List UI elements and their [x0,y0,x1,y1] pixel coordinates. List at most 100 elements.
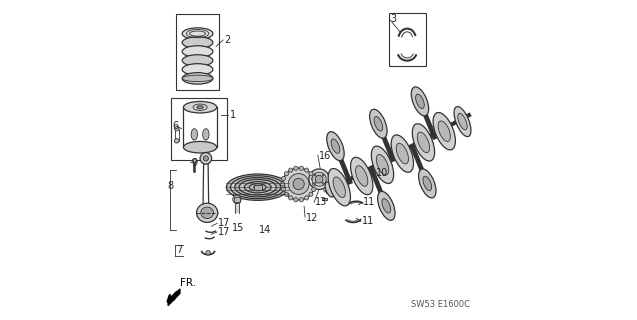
Bar [254,185,262,190]
Ellipse shape [182,28,213,39]
Ellipse shape [412,124,434,161]
Ellipse shape [294,198,298,202]
Text: 6: 6 [172,121,178,131]
Ellipse shape [293,179,304,189]
Ellipse shape [282,176,286,180]
Polygon shape [168,289,180,306]
Ellipse shape [438,121,450,141]
Ellipse shape [309,192,313,196]
Ellipse shape [233,195,241,204]
Ellipse shape [201,207,213,219]
Ellipse shape [289,173,309,195]
Ellipse shape [191,129,197,140]
Text: 9: 9 [191,157,197,168]
Ellipse shape [328,169,350,206]
Ellipse shape [203,156,208,161]
Ellipse shape [304,168,309,172]
Ellipse shape [299,198,303,202]
Ellipse shape [282,188,286,192]
Ellipse shape [311,188,316,192]
Ellipse shape [182,73,213,84]
Bar [234,197,240,202]
Ellipse shape [284,192,289,196]
Ellipse shape [226,174,289,200]
Ellipse shape [391,135,413,172]
Ellipse shape [314,174,316,176]
Ellipse shape [203,129,209,140]
Text: 12: 12 [306,212,318,223]
Ellipse shape [327,132,344,161]
Ellipse shape [192,159,196,163]
Ellipse shape [284,172,289,176]
Ellipse shape [175,139,179,143]
Ellipse shape [289,196,293,200]
Text: FR.: FR. [180,278,196,288]
Ellipse shape [396,143,408,164]
Ellipse shape [313,182,317,186]
Ellipse shape [182,75,213,82]
Ellipse shape [182,46,213,57]
Ellipse shape [234,178,281,197]
Ellipse shape [322,174,324,176]
Text: 16: 16 [318,151,331,161]
Text: 2: 2 [224,35,231,45]
Ellipse shape [197,106,203,109]
Ellipse shape [244,181,271,193]
Ellipse shape [371,146,394,183]
Ellipse shape [197,203,218,222]
Text: 1: 1 [229,110,236,120]
Ellipse shape [304,196,309,200]
Ellipse shape [454,107,471,137]
Text: 7: 7 [176,245,182,255]
Text: 3: 3 [390,14,396,24]
Ellipse shape [382,199,390,213]
Ellipse shape [417,132,429,153]
Ellipse shape [289,168,293,172]
Ellipse shape [315,175,323,183]
Ellipse shape [299,166,303,170]
Bar [389,13,426,66]
Ellipse shape [231,176,285,199]
Text: 17: 17 [218,227,230,237]
Ellipse shape [374,116,383,131]
Ellipse shape [378,191,395,220]
Ellipse shape [183,141,217,153]
Bar [171,98,227,160]
Ellipse shape [355,166,368,186]
Ellipse shape [419,169,436,198]
Text: 10: 10 [376,168,389,178]
Text: 17: 17 [218,218,230,228]
Ellipse shape [433,113,455,150]
Ellipse shape [200,153,211,164]
Ellipse shape [182,55,213,66]
Ellipse shape [249,184,266,191]
Ellipse shape [350,157,373,195]
Ellipse shape [325,182,334,197]
Ellipse shape [376,155,389,175]
Bar [176,14,219,90]
Text: 15: 15 [231,223,244,233]
Ellipse shape [311,176,316,180]
Ellipse shape [182,64,213,75]
Ellipse shape [239,180,276,195]
Text: 14: 14 [259,225,271,235]
Ellipse shape [309,172,313,176]
Ellipse shape [206,251,210,255]
Text: 8: 8 [168,180,174,191]
Ellipse shape [423,176,432,191]
Ellipse shape [412,87,429,116]
Ellipse shape [254,186,262,189]
Bar [322,198,327,200]
Ellipse shape [314,182,316,184]
Text: SW53 E1600C: SW53 E1600C [412,300,470,309]
Ellipse shape [331,139,340,153]
Ellipse shape [294,166,298,170]
Ellipse shape [333,177,345,197]
Ellipse shape [312,172,326,186]
Ellipse shape [175,126,179,131]
Ellipse shape [280,182,285,186]
Ellipse shape [309,169,329,189]
Text: 13: 13 [315,197,327,207]
Ellipse shape [283,168,315,200]
Ellipse shape [322,182,324,184]
